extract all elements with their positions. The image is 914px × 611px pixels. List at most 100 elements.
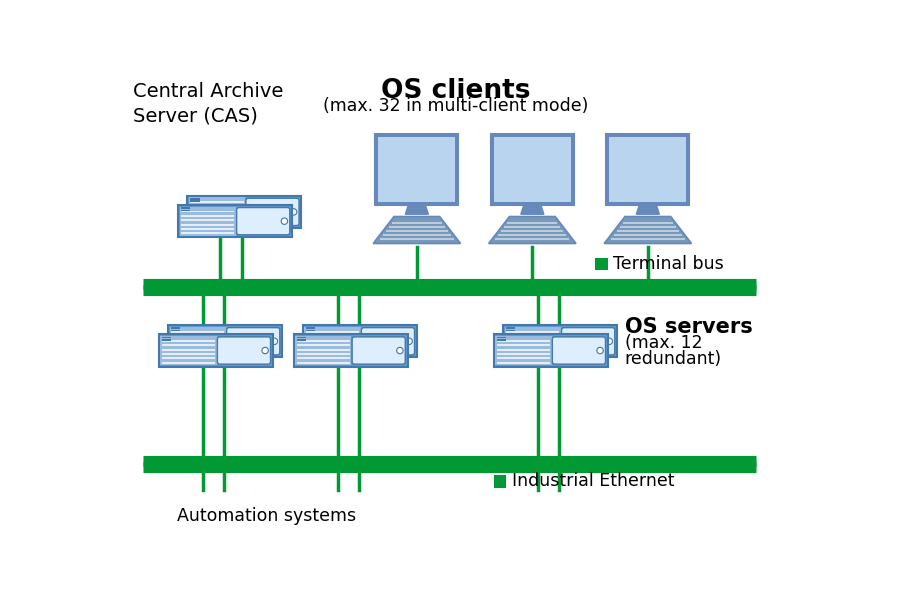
FancyBboxPatch shape [361, 327, 415, 355]
Bar [498, 234, 566, 236]
Bar [297, 353, 350, 355]
Text: redundant): redundant) [625, 349, 722, 368]
Bar [306, 344, 359, 346]
FancyBboxPatch shape [495, 336, 551, 365]
Bar [171, 344, 224, 346]
FancyBboxPatch shape [170, 327, 226, 356]
FancyBboxPatch shape [161, 336, 217, 365]
FancyBboxPatch shape [303, 325, 417, 357]
Bar [190, 219, 243, 221]
Bar [297, 357, 350, 359]
Circle shape [406, 338, 412, 345]
Bar [392, 222, 441, 224]
Polygon shape [604, 216, 692, 244]
Bar [306, 335, 359, 337]
Bar [297, 349, 350, 351]
Bar [505, 226, 560, 228]
Bar [297, 362, 350, 364]
Bar [506, 330, 515, 331]
Bar [162, 362, 215, 364]
Bar [506, 340, 559, 342]
Bar [383, 234, 451, 236]
Circle shape [606, 338, 612, 345]
Bar [171, 330, 180, 331]
Circle shape [291, 209, 297, 215]
Bar [171, 335, 224, 337]
Bar [181, 224, 234, 225]
Bar [506, 331, 559, 332]
Polygon shape [521, 205, 544, 214]
Bar [497, 345, 550, 346]
Text: OS clients: OS clients [380, 78, 530, 104]
Circle shape [262, 348, 268, 354]
FancyBboxPatch shape [376, 134, 459, 205]
Circle shape [597, 348, 603, 354]
Bar [190, 210, 243, 212]
Circle shape [292, 210, 295, 214]
Bar [162, 353, 215, 355]
FancyBboxPatch shape [304, 327, 361, 356]
Text: Automation systems: Automation systems [177, 507, 356, 525]
Bar [378, 137, 455, 202]
Bar [620, 226, 675, 228]
Bar [611, 238, 685, 240]
Bar [162, 339, 171, 340]
Bar [162, 340, 215, 342]
Bar [171, 353, 224, 354]
FancyBboxPatch shape [168, 325, 282, 357]
Bar [171, 331, 224, 332]
Bar [306, 330, 315, 331]
Polygon shape [405, 205, 429, 214]
Circle shape [397, 348, 403, 354]
Bar [297, 339, 306, 340]
Circle shape [398, 349, 402, 353]
FancyBboxPatch shape [218, 337, 271, 364]
Bar [388, 226, 445, 228]
Bar [386, 230, 448, 232]
FancyBboxPatch shape [505, 327, 561, 356]
Bar [506, 353, 559, 354]
Bar [190, 206, 243, 208]
Bar [497, 357, 550, 359]
Bar [502, 230, 563, 232]
Text: Central Archive
Server (CAS): Central Archive Server (CAS) [133, 82, 284, 126]
FancyBboxPatch shape [503, 325, 617, 357]
FancyBboxPatch shape [606, 134, 689, 205]
FancyBboxPatch shape [295, 336, 351, 365]
FancyBboxPatch shape [352, 337, 405, 364]
FancyBboxPatch shape [561, 327, 615, 355]
Bar [181, 219, 234, 221]
Bar [297, 345, 350, 346]
Polygon shape [489, 216, 576, 244]
Text: (max. 32 in multi-client mode): (max. 32 in multi-client mode) [323, 97, 588, 115]
Bar [306, 340, 359, 342]
Bar [162, 349, 215, 351]
Bar [495, 238, 569, 240]
FancyBboxPatch shape [237, 208, 290, 235]
Bar [506, 344, 559, 346]
Bar [617, 230, 679, 232]
Bar [181, 210, 190, 211]
Bar [506, 327, 515, 329]
Bar [190, 198, 199, 200]
Polygon shape [373, 216, 461, 244]
Bar [171, 327, 180, 329]
FancyBboxPatch shape [491, 134, 574, 205]
Bar [162, 345, 215, 346]
FancyBboxPatch shape [189, 197, 245, 227]
Bar [497, 349, 550, 351]
Bar [297, 337, 306, 338]
Bar [306, 348, 359, 350]
Bar [297, 340, 350, 342]
Bar [190, 223, 243, 225]
Bar [171, 348, 224, 350]
Text: (max. 12: (max. 12 [625, 334, 702, 353]
Circle shape [282, 219, 286, 223]
Circle shape [263, 349, 267, 353]
Circle shape [608, 339, 611, 343]
Bar [190, 200, 199, 202]
Circle shape [271, 338, 278, 345]
Bar [622, 222, 673, 224]
FancyBboxPatch shape [187, 196, 302, 228]
Circle shape [598, 349, 602, 353]
